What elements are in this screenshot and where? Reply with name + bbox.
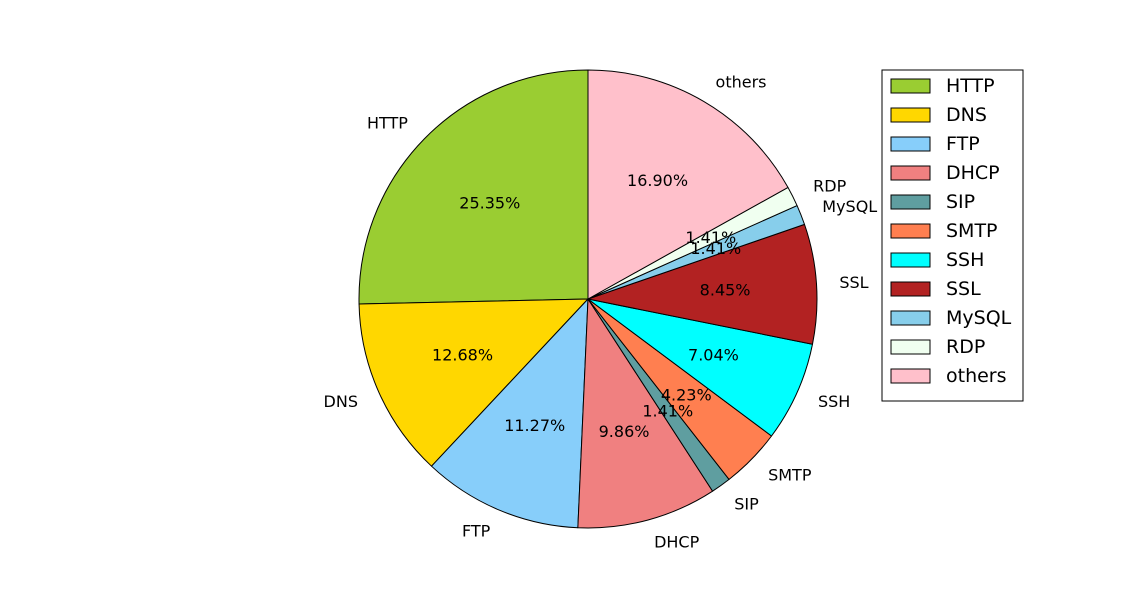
- pct-label-ssh: 7.04%: [688, 346, 739, 365]
- legend-swatch-smtp: [890, 223, 931, 239]
- slice-label-dns: DNS: [324, 392, 358, 411]
- slice-ssl: [587, 223, 818, 345]
- slice-label-ssh: SSH: [818, 392, 850, 411]
- pct-label-dhcp: 9.86%: [599, 422, 650, 441]
- legend-label-dhcp: DHCP: [946, 162, 1000, 184]
- legend-label-rdp: RDP: [946, 336, 985, 358]
- pct-label-others: 16.90%: [627, 171, 688, 190]
- pie-slices: [358, 69, 818, 529]
- slice-label-smtp: SMTP: [768, 466, 812, 485]
- legend-swatch-mysql: [890, 310, 931, 326]
- legend-label-http: HTTP: [946, 75, 995, 97]
- slice-label-ssl: SSL: [839, 273, 868, 292]
- slice-label-others: others: [716, 72, 767, 91]
- slice-dns: [358, 298, 589, 467]
- legend-swatch-dns: [890, 107, 931, 123]
- slice-label-mysql: MySQL: [822, 197, 877, 216]
- pct-label-sip: 1.41%: [642, 401, 693, 420]
- pct-label-dns: 12.68%: [432, 346, 493, 365]
- pct-label-ftp: 11.27%: [504, 416, 565, 435]
- slice-label-ftp: FTP: [462, 522, 491, 541]
- slice-label-rdp: RDP: [813, 177, 846, 196]
- legend-swatch-ftp: [890, 136, 931, 152]
- legend-label-ssh: SSH: [946, 249, 984, 271]
- slice-ftp: [431, 298, 589, 529]
- legend-label-sip: SIP: [946, 191, 975, 213]
- legend-swatch-rdp: [890, 339, 931, 355]
- legend-label-smtp: SMTP: [946, 220, 998, 242]
- legend-label-mysql: MySQL: [946, 307, 1012, 329]
- slice-others: [587, 69, 789, 300]
- legend-swatch-dhcp: [890, 165, 931, 181]
- pct-label-mysql: 1.41%: [690, 239, 741, 258]
- slice-label-dhcp: DHCP: [654, 533, 700, 552]
- slice-http: [358, 69, 589, 305]
- slice-label-http: HTTP: [367, 113, 408, 132]
- legend-swatch-http: [890, 78, 931, 94]
- legend-label-dns: DNS: [946, 104, 987, 126]
- pct-label-ssl: 8.45%: [700, 280, 751, 299]
- slice-dhcp: [577, 298, 714, 529]
- legend-label-ftp: FTP: [946, 133, 980, 155]
- legend: HTTP DNS FTP DHCP SIP SMTP SSH SSL MySQL RDP other…: [881, 69, 1024, 402]
- percentage-labels: 25.35%12.68%11.27% 9.86%1.41%4.23%7.04%8.…: [432, 171, 750, 441]
- slice-label-sip: SIP: [734, 495, 759, 514]
- legend-swatch-others: [890, 368, 931, 384]
- legend-swatch-ssl: [890, 281, 931, 297]
- legend-swatch-sip: [890, 194, 931, 210]
- pct-label-http: 25.35%: [459, 193, 520, 212]
- legend-swatch-ssh: [890, 252, 931, 268]
- legend-label-ssl: SSL: [946, 278, 981, 300]
- pct-label-rdp: 1.41%: [685, 228, 736, 247]
- legend-label-others: others: [946, 365, 1007, 387]
- pct-label-smtp: 4.23%: [661, 386, 712, 405]
